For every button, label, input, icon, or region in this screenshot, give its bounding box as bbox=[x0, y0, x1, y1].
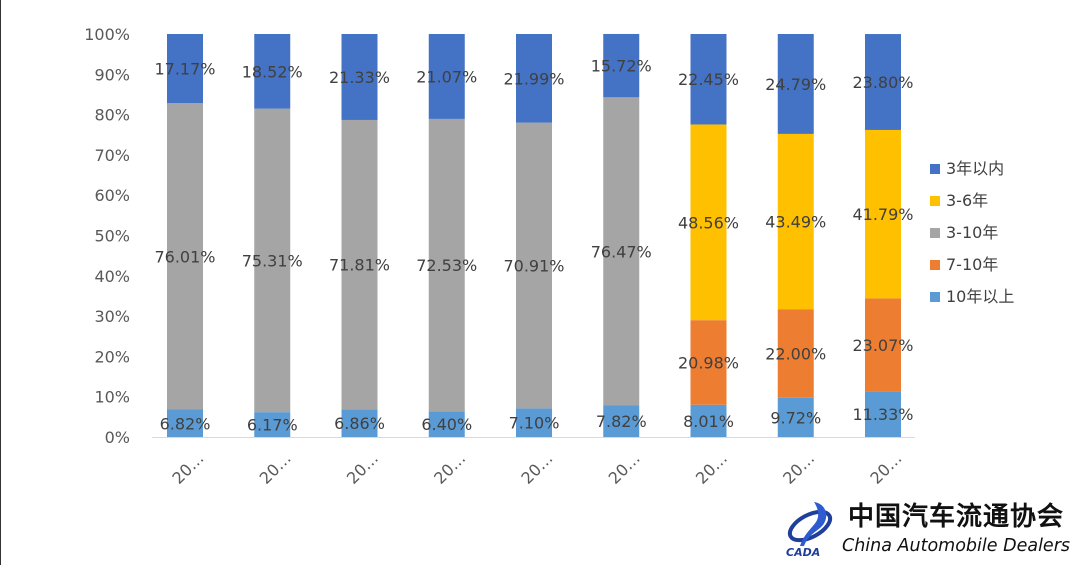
cada-logo: CADA 中国汽车流通协会 China Automobile Dealers bbox=[778, 492, 1080, 565]
x-tick-label: 20… bbox=[256, 449, 295, 488]
bar-segment bbox=[254, 34, 291, 109]
data-label: 15.72% bbox=[591, 57, 652, 76]
bar-segment bbox=[865, 298, 901, 392]
y-tick-label: 20% bbox=[94, 347, 130, 366]
bar-segment bbox=[865, 391, 901, 437]
y-tick-label: 90% bbox=[94, 65, 130, 84]
legend-label: 10年以上 bbox=[946, 287, 1014, 306]
legend-swatch bbox=[930, 196, 940, 206]
data-label: 6.40% bbox=[421, 415, 472, 434]
bar-segment bbox=[341, 409, 378, 437]
bar-segment bbox=[777, 397, 814, 437]
legend-swatch bbox=[930, 260, 940, 270]
x-tick-label: 20… bbox=[343, 449, 382, 488]
bar-segment bbox=[690, 124, 727, 321]
data-label: 75.31% bbox=[242, 251, 303, 270]
data-label: 22.45% bbox=[678, 70, 739, 89]
x-tick-label: 20… bbox=[779, 449, 818, 488]
x-tick-label: 20… bbox=[692, 449, 731, 488]
data-label: 24.79% bbox=[765, 75, 826, 94]
bar-segment bbox=[254, 108, 291, 413]
bar-segment bbox=[690, 34, 727, 125]
data-label: 6.17% bbox=[247, 416, 298, 435]
cada-emblem-icon: CADA bbox=[786, 502, 833, 558]
legend-swatch bbox=[930, 164, 940, 174]
frame-border bbox=[0, 0, 1, 565]
legend-swatch bbox=[930, 228, 940, 238]
bar-segment bbox=[603, 405, 640, 437]
data-label: 21.07% bbox=[416, 67, 477, 86]
data-label: 20.98% bbox=[678, 353, 739, 372]
data-label: 11.33% bbox=[852, 405, 913, 424]
legend-label: 3-10年 bbox=[946, 223, 998, 242]
y-tick-label: 80% bbox=[94, 106, 130, 125]
bar-segment bbox=[167, 34, 203, 104]
data-label: 48.56% bbox=[678, 213, 739, 232]
y-tick-label: 10% bbox=[94, 388, 130, 407]
data-label: 6.86% bbox=[334, 414, 385, 433]
data-label: 43.49% bbox=[765, 213, 826, 232]
bar-segment bbox=[516, 34, 552, 123]
y-tick-label: 30% bbox=[94, 307, 130, 326]
data-label: 72.53% bbox=[416, 256, 477, 275]
y-tick-label: 60% bbox=[94, 186, 130, 205]
y-tick-label: 50% bbox=[94, 227, 130, 246]
legend-label: 7-10年 bbox=[946, 255, 998, 274]
bar-segment bbox=[690, 320, 727, 405]
data-label: 7.82% bbox=[596, 412, 647, 431]
data-label: 8.01% bbox=[683, 412, 734, 431]
data-label: 17.17% bbox=[154, 60, 215, 79]
bar-segment bbox=[428, 411, 465, 437]
data-label: 70.91% bbox=[503, 257, 564, 276]
bar-segment bbox=[777, 34, 814, 134]
bar-segment bbox=[428, 34, 465, 119]
y-tick-label: 100% bbox=[84, 25, 130, 44]
data-label: 18.52% bbox=[242, 62, 303, 81]
data-label: 22.00% bbox=[765, 344, 826, 363]
data-label: 23.80% bbox=[852, 73, 913, 92]
bar-segment bbox=[865, 129, 901, 299]
x-tick-label: 20… bbox=[168, 449, 207, 488]
data-label: 23.07% bbox=[852, 336, 913, 355]
bar-segment bbox=[516, 122, 552, 409]
bar-segment bbox=[167, 409, 203, 437]
bar-segment bbox=[777, 133, 814, 310]
data-label: 41.79% bbox=[852, 205, 913, 224]
data-label: 6.82% bbox=[160, 414, 211, 433]
bar-segment bbox=[603, 97, 640, 406]
legend-swatch bbox=[930, 292, 940, 302]
data-label: 21.33% bbox=[329, 68, 390, 87]
data-label: 76.01% bbox=[154, 247, 215, 266]
x-tick-label: 20… bbox=[866, 449, 905, 488]
bar-segment bbox=[777, 309, 814, 398]
y-tick-label: 0% bbox=[105, 428, 130, 447]
bar-segment bbox=[341, 119, 378, 410]
data-label: 21.99% bbox=[503, 69, 564, 88]
legend-label: 3年以内 bbox=[946, 159, 1004, 178]
bar-segment bbox=[341, 34, 378, 120]
bar-segment bbox=[428, 118, 465, 412]
bar-segment bbox=[516, 408, 552, 437]
data-label: 71.81% bbox=[329, 256, 390, 275]
bar-segment bbox=[865, 34, 901, 130]
data-label: 9.72% bbox=[770, 408, 821, 427]
x-tick-label: 20… bbox=[430, 449, 469, 488]
y-tick-label: 70% bbox=[94, 146, 130, 165]
logo-name-english: China Automobile Dealers bbox=[842, 536, 1071, 556]
data-label: 7.10% bbox=[509, 414, 560, 433]
y-tick-label: 40% bbox=[94, 267, 130, 286]
logo-name-chinese: 中国汽车流通协会 bbox=[848, 502, 1065, 532]
bar-segment bbox=[603, 33, 640, 98]
x-tick-label: 20… bbox=[517, 449, 556, 488]
data-label: 76.47% bbox=[591, 242, 652, 261]
bar-segment bbox=[690, 404, 727, 437]
svg-text:CADA: CADA bbox=[786, 546, 820, 558]
bar-segment bbox=[167, 103, 203, 410]
bar-segment bbox=[254, 412, 291, 437]
legend-label: 3-6年 bbox=[946, 191, 988, 210]
x-tick-label: 20… bbox=[605, 449, 644, 488]
